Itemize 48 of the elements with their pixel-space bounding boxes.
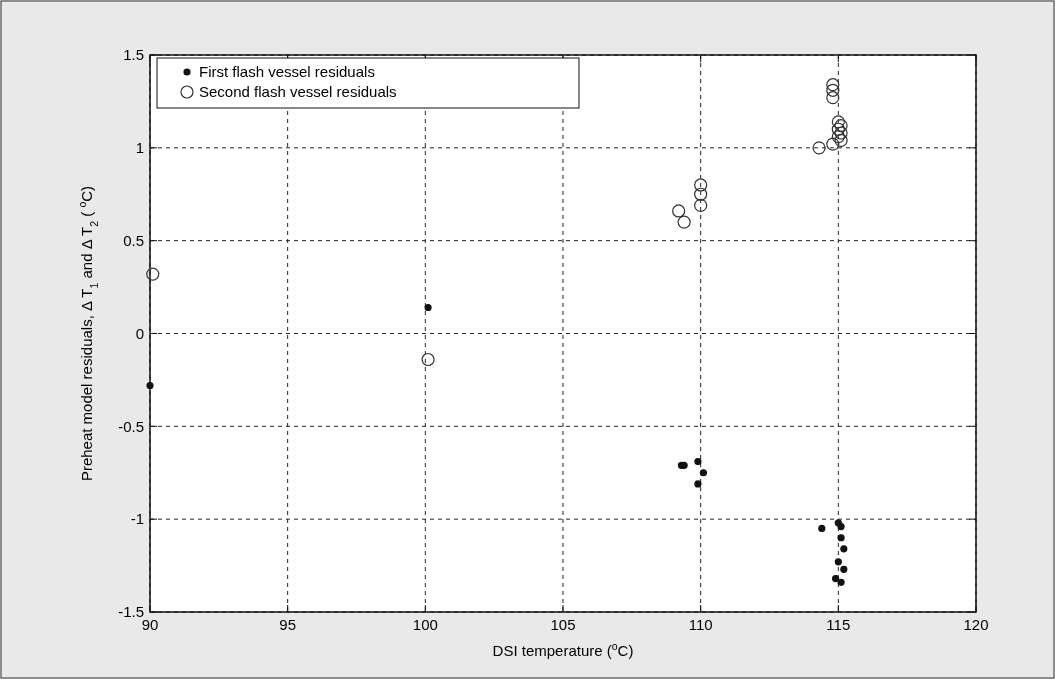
point (421, 352, 435, 367)
point (826, 137, 840, 151)
x-tick-label: 100 (412, 616, 438, 633)
y-tick-label: 1.5 (123, 46, 144, 64)
x-axis-title: DSI temperature ($^{o}$C) (492, 640, 634, 659)
point (837, 534, 845, 542)
y-tick-label: -1.5 (118, 603, 144, 621)
point (831, 574, 840, 583)
point (677, 215, 691, 229)
point (694, 198, 708, 212)
point (146, 381, 154, 390)
point (672, 204, 686, 218)
point (834, 118, 848, 133)
point (699, 469, 708, 477)
y-tick-label: 0 (135, 324, 144, 342)
x-tick-label: 95 (279, 616, 297, 633)
legend-label: Second flash vessel residuals (199, 83, 397, 101)
point (826, 83, 840, 97)
point (146, 267, 160, 281)
point (831, 115, 845, 129)
point (840, 565, 848, 573)
x-tick-label: 110 (688, 616, 713, 633)
point (694, 458, 702, 466)
point (694, 178, 708, 192)
x-tick-label: 120 (963, 616, 989, 633)
point (812, 141, 826, 155)
point (424, 303, 432, 312)
point (834, 558, 842, 566)
point (694, 187, 708, 201)
point (834, 133, 848, 148)
point (818, 524, 826, 533)
point (826, 91, 840, 105)
point (831, 122, 845, 136)
point (837, 578, 845, 586)
point (837, 522, 845, 531)
y-tick-label: 1 (135, 139, 144, 157)
y-tick-label: -0.5 (118, 417, 144, 435)
point (840, 545, 848, 553)
point (834, 126, 848, 140)
x-tick-label: 105 (550, 616, 576, 633)
x-tick-label: 115 (826, 616, 851, 633)
point (694, 480, 702, 488)
x-tick-label: 90 (141, 616, 159, 633)
point (831, 130, 845, 144)
y-tick-label: 0.5 (123, 231, 144, 249)
legend-label: First flash vessel residuals (199, 63, 375, 81)
y-tick-label: -1 (130, 510, 144, 528)
point (826, 78, 840, 92)
